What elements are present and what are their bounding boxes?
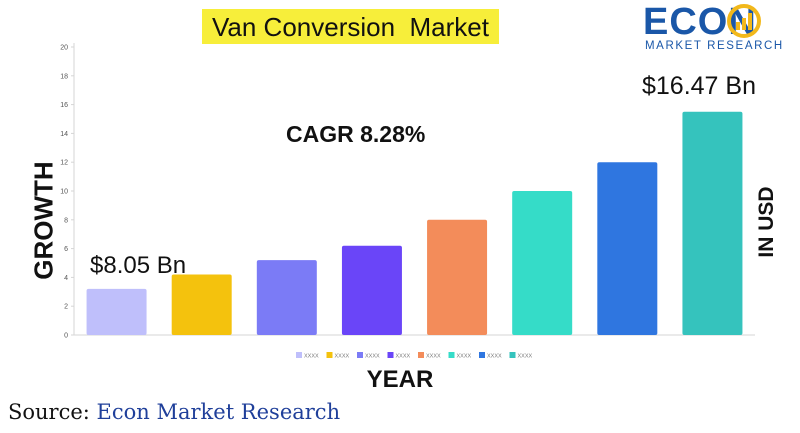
chart-title: Van Conversion Market — [202, 9, 499, 44]
y-tick-label: 4 — [64, 275, 68, 282]
y-tick-label: 2 — [64, 304, 68, 311]
y-tick-label: 20 — [60, 45, 68, 52]
logo-subtitle: MARKET RESEARCH — [645, 40, 784, 52]
source-prefix: Source: — [8, 400, 97, 424]
bar-3 — [256, 260, 317, 335]
legend-swatch-7 — [479, 352, 485, 358]
legend-swatch-4 — [387, 352, 394, 358]
legend-swatch-3 — [357, 352, 363, 358]
bar-2 — [171, 274, 232, 335]
end-value-annotation: $16.47 Bn — [642, 72, 756, 100]
econ-logo: ECON MARKET RESEARCH — [643, 2, 795, 54]
legend-label-5: XXXX — [426, 354, 441, 360]
y-tick-label: 0 — [64, 333, 68, 340]
y-tick-label: 8 — [64, 217, 68, 224]
source-name: Econ Market Research — [96, 400, 341, 424]
bar-6 — [512, 191, 573, 335]
y-tick-label: 14 — [60, 131, 68, 138]
y-tick-label: 18 — [60, 73, 68, 80]
legend-swatch-6 — [448, 352, 455, 358]
legend-swatch-2 — [326, 352, 333, 358]
bar-5 — [427, 219, 488, 335]
bar-7 — [597, 162, 658, 335]
x-axis-label: YEAR — [366, 366, 434, 393]
legend-label-3: XXXX — [365, 354, 380, 360]
y-tick-label: 12 — [60, 160, 68, 167]
cagr-annotation: CAGR 8.28% — [286, 121, 426, 147]
y-tick-label: 16 — [60, 102, 68, 109]
y-tick-label: 10 — [60, 189, 68, 196]
bar-4 — [341, 245, 402, 335]
y-axis-label: GROWTH — [28, 161, 59, 280]
legend-label-4: XXXX — [396, 354, 411, 360]
legend-label-6: XXXX — [457, 354, 472, 360]
legend-label-1: XXXX — [304, 354, 319, 360]
chart-bars — [86, 111, 743, 335]
source-line: Source: Econ Market Research — [8, 400, 340, 424]
legend-swatch-8 — [509, 352, 516, 358]
logo-chart-icon — [727, 4, 761, 38]
legend-swatch-5 — [418, 352, 424, 358]
chart-legend: XXXX XXXX XXXX XXXX XXXX XXXX XXXX XXXX — [296, 352, 533, 360]
start-value-annotation: $8.05 Bn — [90, 252, 187, 279]
legend-label-2: XXXX — [335, 354, 350, 360]
y-tick-label: 6 — [64, 246, 68, 253]
bar-1 — [86, 288, 147, 335]
legend-label-7: XXXX — [487, 354, 502, 360]
bar-8 — [682, 111, 743, 335]
legend-label-8: XXXX — [518, 354, 533, 360]
unit-label: IN USD — [755, 186, 778, 258]
legend-swatch-1 — [296, 352, 302, 358]
